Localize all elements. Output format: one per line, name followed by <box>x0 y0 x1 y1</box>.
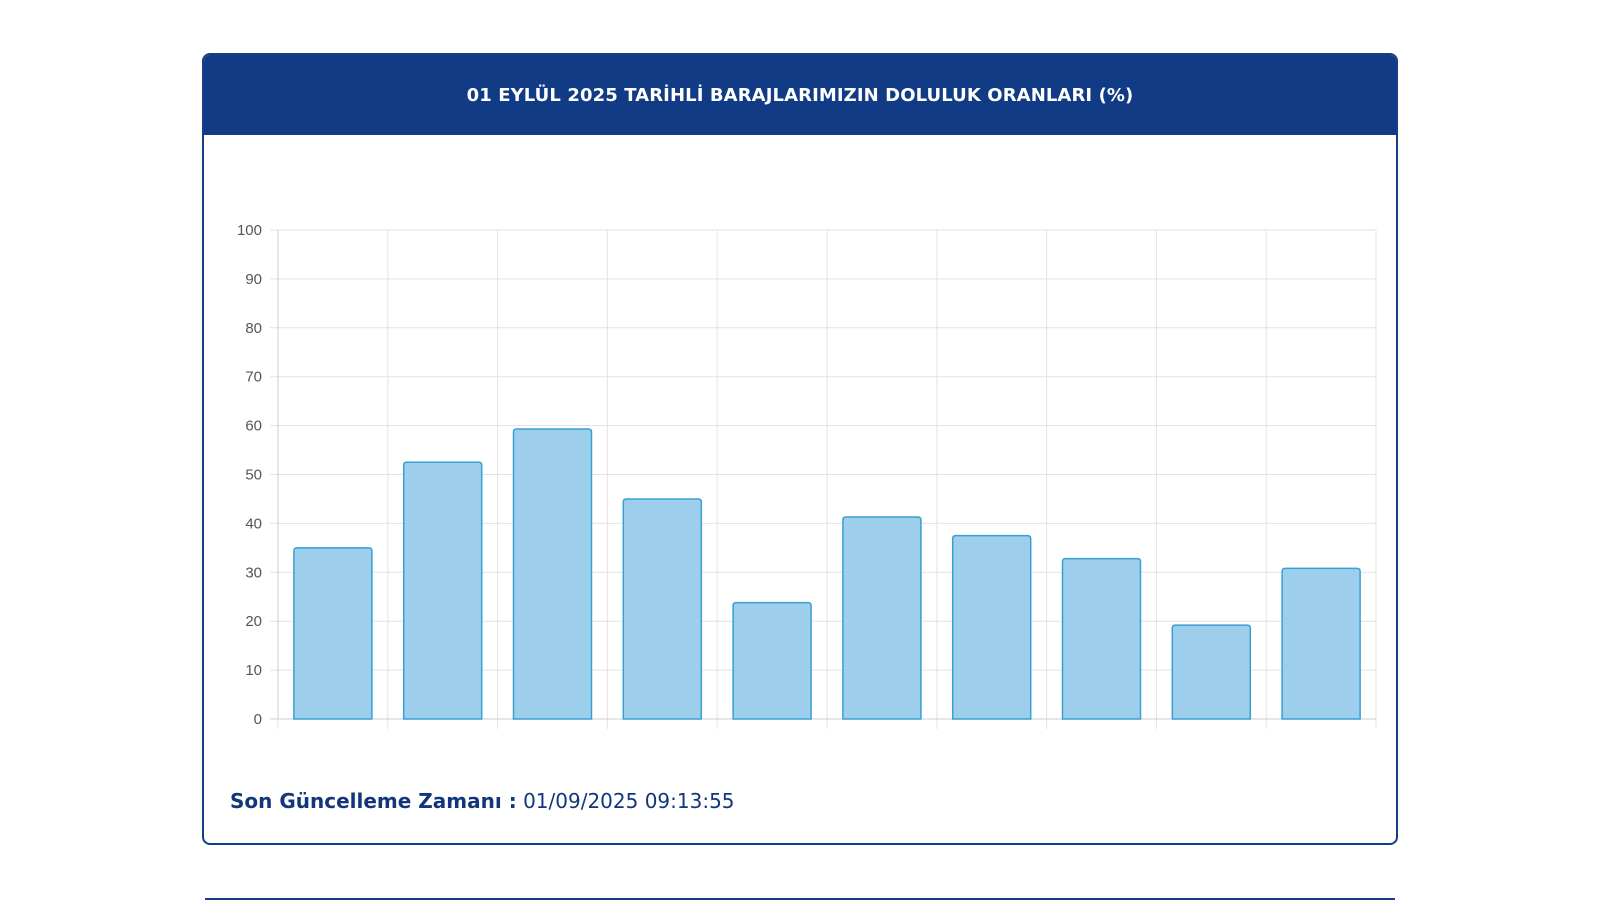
bar <box>514 429 592 719</box>
y-tick-label: 100 <box>237 222 262 239</box>
bar <box>294 548 372 719</box>
bar <box>623 499 701 719</box>
chart-card: 01 EYLÜL 2025 TARİHLİ BARAJLARIMIZIN DOL… <box>202 53 1398 845</box>
bar <box>733 603 811 719</box>
y-tick-label: 0 <box>254 711 262 728</box>
y-tick-label: 50 <box>245 467 262 484</box>
bar-chart: 0102030405060708090100ÖmerliDarlıkElmalı… <box>204 135 1398 735</box>
bar <box>1063 559 1141 719</box>
y-tick-label: 60 <box>245 418 262 435</box>
y-tick-label: 10 <box>245 662 262 679</box>
y-tick-label: 40 <box>245 515 262 532</box>
x-tick-label: Kazandere <box>1172 734 1246 735</box>
bar <box>1172 625 1250 719</box>
card-title: 01 EYLÜL 2025 TARİHLİ BARAJLARIMIZIN DOL… <box>467 85 1134 106</box>
last-update-value: 01/09/2025 09:13:55 <box>523 789 734 813</box>
y-tick-label: 70 <box>245 369 262 386</box>
last-update-label: Son Güncelleme Zamanı : <box>230 789 517 813</box>
y-tick-label: 20 <box>245 613 262 630</box>
y-tick-label: 90 <box>245 271 262 288</box>
y-tick-label: 80 <box>245 320 262 337</box>
card-header: 01 EYLÜL 2025 TARİHLİ BARAJLARIMIZIN DOL… <box>204 55 1396 135</box>
bar <box>1282 568 1360 719</box>
last-update: Son Güncelleme Zamanı : 01/09/2025 09:13… <box>230 789 735 813</box>
bar <box>404 462 482 719</box>
bar <box>953 536 1031 719</box>
chart-area: 0102030405060708090100ÖmerliDarlıkElmalı… <box>204 135 1398 735</box>
y-tick-label: 30 <box>245 564 262 581</box>
bar <box>843 517 921 719</box>
x-tick-label: Büyükçekmece <box>828 732 931 735</box>
x-tick-label: Pabuçdere <box>1282 734 1356 735</box>
